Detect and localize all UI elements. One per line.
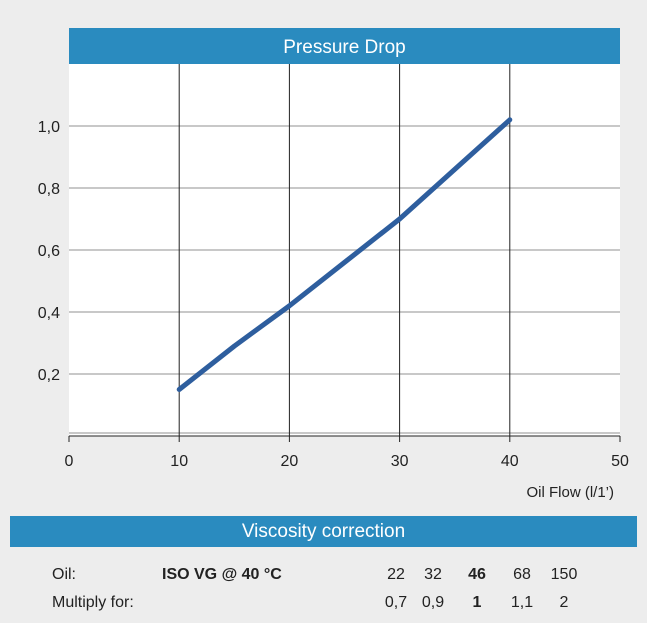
factor-value: 2 <box>559 594 569 611</box>
factor-value: 0,7 <box>384 594 408 611</box>
grade-value: 46 <box>468 566 486 583</box>
y-tick-labels: 0,2 0,4 0,6 0,8 1,0 <box>38 119 60 384</box>
factor-value: 1,1 <box>510 594 534 611</box>
oil-label: Oil: <box>52 566 76 583</box>
x-axis-label: Oil Flow (l/1’) <box>526 484 614 501</box>
x-tick-label: 20 <box>281 453 299 470</box>
y-tick-label: 1,0 <box>38 119 60 136</box>
y-tick-label: 0,4 <box>38 305 60 322</box>
viscosity-title: Viscosity correction <box>241 520 406 542</box>
x-tick-label: 40 <box>501 453 519 470</box>
y-tick-label: 0,8 <box>38 181 60 198</box>
viscosity-table: Oil: ISO VG @ 40 °C Multiply for: 22 32 46… <box>0 560 647 620</box>
horizontal-gridlines <box>69 125 620 434</box>
pressure-drop-line <box>176 117 513 392</box>
grade-value: 22 <box>387 566 405 583</box>
y-tick-label: 0,6 <box>38 243 60 260</box>
chart-title-bar <box>69 28 620 64</box>
chart-title: Pressure Drop <box>283 37 406 58</box>
multiply-label: Multiply for: <box>52 594 134 611</box>
x-axis <box>68 435 621 442</box>
grade-label: ISO VG @ 40 °C <box>162 566 282 583</box>
factor-value: 0,9 <box>421 594 445 611</box>
x-tick-label: 10 <box>170 453 188 470</box>
factor-value: 1 <box>472 594 482 611</box>
grade-value: 68 <box>513 566 531 583</box>
vertical-gridlines <box>178 64 511 436</box>
x-tick-label: 50 <box>611 453 629 470</box>
grade-value: 150 <box>550 566 578 583</box>
series-layer <box>176 117 513 392</box>
y-tick-label: 0,2 <box>38 367 60 384</box>
x-tick-label: 30 <box>391 453 409 470</box>
x-tick-label: 0 <box>65 453 74 470</box>
viscosity-correction-header: Viscosity correction <box>10 516 637 547</box>
grade-value: 32 <box>424 566 442 583</box>
x-tick-labels: 0 10 20 30 40 50 <box>65 453 629 470</box>
pressure-drop-chart: Pressure Drop 0,2 0,4 0,6 0,8 1,0 0 10 20 30 40 5… <box>38 28 629 501</box>
